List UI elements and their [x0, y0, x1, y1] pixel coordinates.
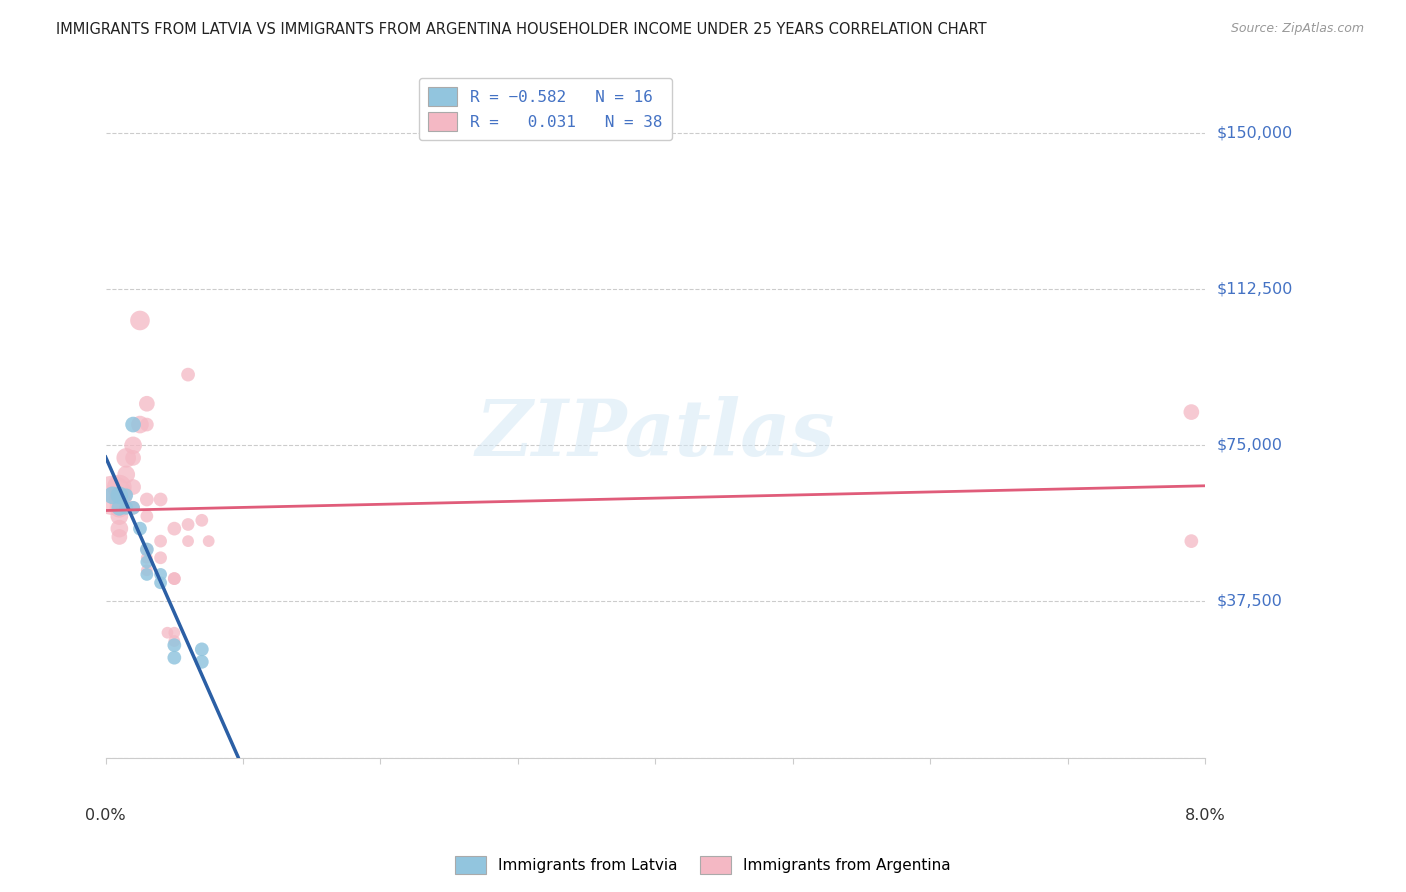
- Point: [197, 534, 219, 549]
- Point: [122, 500, 145, 515]
- Point: [129, 522, 152, 536]
- Text: 8.0%: 8.0%: [1185, 807, 1226, 822]
- Point: [122, 480, 145, 494]
- Point: [122, 417, 145, 432]
- Point: [108, 480, 131, 494]
- Point: [135, 550, 157, 565]
- Point: [149, 534, 172, 549]
- Point: [115, 488, 138, 502]
- Text: 0.0%: 0.0%: [86, 807, 127, 822]
- Point: [191, 655, 214, 669]
- Point: [156, 625, 179, 640]
- Point: [108, 530, 131, 544]
- Point: [135, 397, 157, 411]
- Point: [108, 488, 131, 502]
- Point: [108, 522, 131, 536]
- Point: [135, 492, 157, 507]
- Text: $150,000: $150,000: [1216, 126, 1292, 141]
- Point: [191, 513, 214, 527]
- Point: [115, 467, 138, 482]
- Point: [108, 500, 131, 515]
- Point: [163, 572, 186, 586]
- Point: [163, 625, 186, 640]
- Point: [108, 509, 131, 524]
- Point: [135, 555, 157, 569]
- Point: [122, 500, 145, 515]
- Point: [122, 438, 145, 452]
- Point: [135, 509, 157, 524]
- Point: [135, 542, 157, 557]
- Point: [163, 638, 186, 652]
- Legend: Immigrants from Latvia, Immigrants from Argentina: Immigrants from Latvia, Immigrants from …: [449, 850, 957, 880]
- Point: [135, 563, 157, 577]
- Point: [149, 575, 172, 590]
- Point: [108, 500, 131, 515]
- Text: $112,500: $112,500: [1216, 282, 1292, 297]
- Point: [122, 450, 145, 465]
- Legend: R = −0.582   N = 16, R =   0.031   N = 38: R = −0.582 N = 16, R = 0.031 N = 38: [419, 78, 672, 140]
- Point: [191, 642, 214, 657]
- Point: [177, 368, 200, 382]
- Point: [108, 492, 131, 507]
- Text: ZIPatlas: ZIPatlas: [475, 396, 835, 472]
- Point: [135, 417, 157, 432]
- Point: [177, 517, 200, 532]
- Text: $37,500: $37,500: [1216, 594, 1282, 609]
- Point: [163, 650, 186, 665]
- Text: IMMIGRANTS FROM LATVIA VS IMMIGRANTS FROM ARGENTINA HOUSEHOLDER INCOME UNDER 25 : IMMIGRANTS FROM LATVIA VS IMMIGRANTS FRO…: [56, 22, 987, 37]
- Text: Source: ZipAtlas.com: Source: ZipAtlas.com: [1230, 22, 1364, 36]
- Point: [115, 500, 138, 515]
- Point: [1180, 405, 1202, 419]
- Point: [101, 488, 124, 502]
- Point: [135, 567, 157, 582]
- Point: [129, 417, 152, 432]
- Point: [163, 522, 186, 536]
- Point: [1180, 534, 1202, 549]
- Point: [177, 534, 200, 549]
- Text: $75,000: $75,000: [1216, 438, 1282, 453]
- Point: [101, 488, 124, 502]
- Point: [129, 313, 152, 327]
- Point: [149, 492, 172, 507]
- Point: [163, 634, 186, 648]
- Point: [163, 572, 186, 586]
- Point: [115, 450, 138, 465]
- Point: [135, 542, 157, 557]
- Point: [149, 550, 172, 565]
- Point: [149, 567, 172, 582]
